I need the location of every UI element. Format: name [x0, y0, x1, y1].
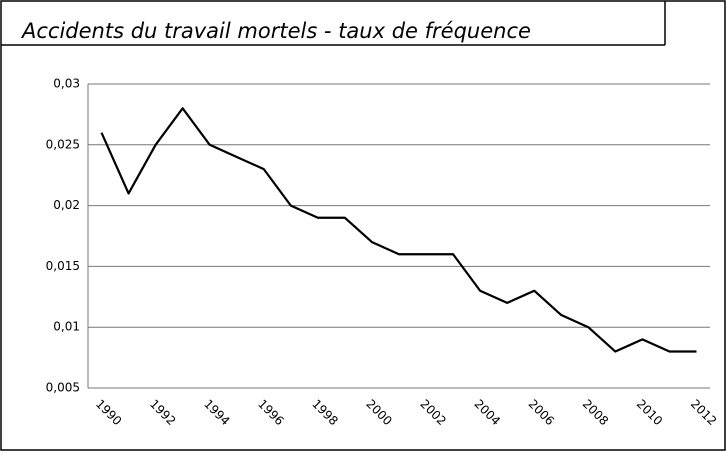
y-tick-label: 0,005 — [46, 381, 80, 395]
x-tick-label: 2008 — [580, 397, 611, 428]
y-tick-label: 0,01 — [53, 320, 80, 334]
x-tick-label: 2002 — [417, 397, 448, 428]
x-tick-label: 1994 — [201, 397, 232, 428]
x-tick-label: 2010 — [634, 397, 665, 428]
x-tick-label: 2006 — [526, 397, 557, 428]
x-tick-label: 1992 — [147, 397, 178, 428]
chart-title: Accidents du travail mortels - taux de f… — [20, 19, 531, 43]
y-tick-label: 0,015 — [46, 259, 80, 273]
x-tick-label: 1990 — [93, 397, 124, 428]
y-tick-label: 0,025 — [46, 137, 80, 151]
x-tick-label: 1996 — [255, 397, 286, 428]
y-tick-label: 0,02 — [53, 198, 80, 212]
data-line — [100, 107, 697, 353]
x-tick-label: 2000 — [363, 397, 394, 428]
y-tick-label: 0,03 — [53, 77, 80, 91]
x-tick-label: 1998 — [309, 397, 340, 428]
x-tick-label: 2004 — [472, 397, 503, 428]
x-tick-label: 2012 — [688, 397, 719, 428]
